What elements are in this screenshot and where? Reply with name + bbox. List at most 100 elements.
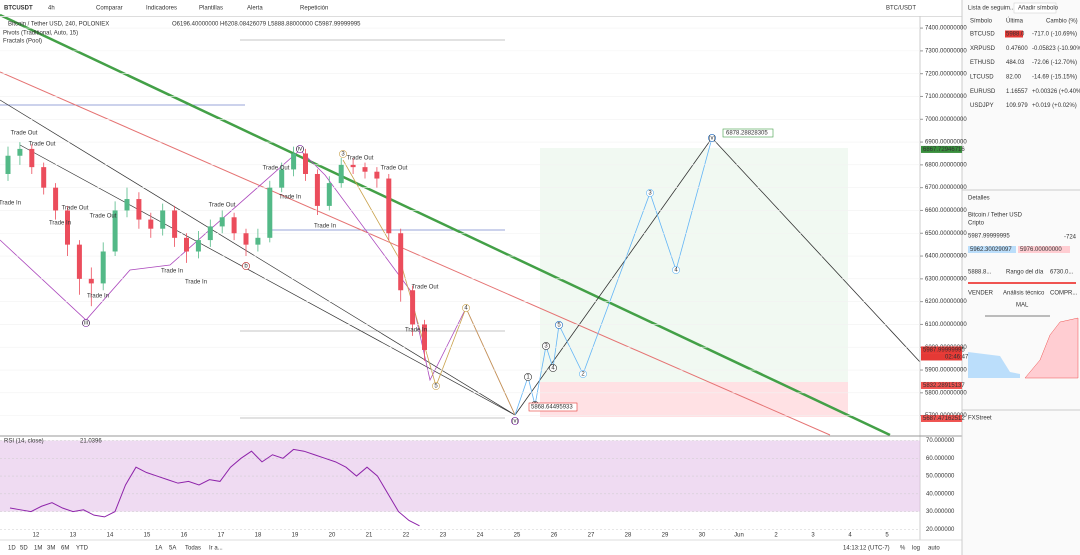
candle-body	[398, 233, 404, 291]
x-tick-label: 23	[440, 533, 447, 539]
trade-out-label: Trade Out	[412, 285, 439, 291]
legend-ohlc: O6196.40000000 H6208.08426079 L5888.8800…	[172, 22, 361, 28]
slider[interactable]	[985, 315, 1050, 317]
candle-body	[136, 199, 142, 220]
toolbar-item[interactable]: Alerta	[247, 6, 263, 12]
rsi-tick-label: 60.000000	[926, 456, 955, 462]
period-button[interactable]: YTD	[76, 546, 89, 552]
watch-last: 82.00	[1006, 74, 1022, 80]
stop-zone	[540, 382, 848, 417]
candle-body	[100, 251, 106, 284]
wave-label: (iv)	[296, 147, 304, 153]
period-button[interactable]: 1D	[8, 546, 16, 552]
toolbar-item[interactable]: Comparar	[96, 6, 123, 12]
add-symbol[interactable]: Añadir símbolo	[1018, 6, 1059, 12]
y-tick-label: 6800.00000000	[925, 162, 967, 168]
target-box	[528, 402, 578, 412]
wave-circle	[339, 150, 347, 158]
wave-circle	[296, 145, 304, 153]
candle-body	[350, 164, 356, 168]
period-button[interactable]: 5D	[20, 546, 28, 552]
rsi-tick-label: 50.000000	[926, 474, 955, 480]
period-button[interactable]: 5A	[169, 546, 176, 552]
price-marker	[921, 381, 962, 389]
wave-line	[514, 137, 713, 416]
candle-body	[410, 290, 416, 325]
candle-body	[267, 187, 273, 238]
watch-symbol[interactable]: EURUSD	[970, 89, 996, 95]
y-tick-label: 6500.00000000	[925, 231, 967, 237]
last-highlight	[1005, 30, 1023, 38]
wave-circle	[511, 417, 519, 425]
trade-in-label: Trade In	[185, 280, 207, 286]
price-marker	[921, 346, 962, 354]
countdown: 02:46:47	[945, 355, 969, 361]
period-button[interactable]: Todas	[185, 546, 201, 552]
rsi-tick-label: 40.000000	[926, 491, 955, 497]
x-tick-label: 12	[33, 533, 40, 539]
x-tick-label: 25	[514, 533, 521, 539]
wave-circle	[646, 189, 654, 197]
period-button[interactable]: 1M	[34, 546, 42, 552]
interval[interactable]: 4h	[48, 6, 55, 12]
wave-circle	[524, 373, 532, 381]
wave-label: 4	[551, 366, 555, 372]
toolbar-item[interactable]: Indicadores	[146, 6, 177, 12]
details-title: Detalles	[968, 196, 990, 202]
scale-option[interactable]: auto	[928, 546, 940, 552]
wave-line	[0, 149, 516, 416]
wave-label: 4	[464, 306, 468, 312]
watch-symbol[interactable]: ETHUSD	[970, 60, 995, 66]
range-bar	[968, 282, 1076, 284]
watch-change: -717.0 (-10.69%)	[1032, 32, 1077, 38]
column-header: Última	[1006, 18, 1024, 25]
rsi-value: 21.0396	[80, 439, 102, 445]
y-tick-label: 6300.00000000	[925, 276, 967, 282]
watch-symbol[interactable]: USDJPY	[970, 103, 994, 109]
x-tick-label: 24	[477, 533, 484, 539]
candle-body	[207, 226, 213, 241]
candle-body	[29, 148, 35, 168]
watch-symbol[interactable]: BTCUSD	[970, 32, 995, 38]
wave-circle	[555, 321, 563, 329]
toolbar-item[interactable]: Repetición	[300, 6, 328, 12]
candle-body	[374, 171, 380, 179]
scale-option[interactable]: %	[900, 546, 906, 552]
candle-body	[243, 233, 249, 245]
period-button[interactable]: 1A	[155, 546, 162, 552]
buy-label[interactable]: COMPR...	[1050, 291, 1078, 297]
candle-body	[184, 237, 189, 252]
candle-body	[195, 240, 201, 252]
candle-body	[160, 210, 166, 229]
period-button[interactable]: 3M	[47, 546, 55, 552]
wave-circle	[549, 364, 557, 372]
trade-out-label: Trade Out	[11, 131, 38, 137]
day-low: 5888.8...	[968, 270, 992, 276]
price-marker-label: 5687.47162512	[923, 416, 965, 422]
y-tick-label: 5800.00000000	[925, 390, 967, 396]
wave-label: (iii)	[82, 321, 90, 327]
candle-body	[172, 210, 178, 238]
watch-symbol[interactable]: XRPUSD	[970, 46, 996, 52]
details-name: Bitcoin / Tether USD	[968, 213, 1023, 219]
candle-body	[291, 153, 297, 170]
watch-symbol[interactable]: LTCUSD	[970, 74, 994, 80]
trend-line	[0, 71, 831, 436]
period-button[interactable]: Ir a...	[209, 546, 223, 552]
trade-in-label: Trade In	[161, 269, 183, 275]
symbol-search[interactable]: BTCUSDT	[4, 6, 33, 12]
watchlist-title: Lista de seguim...	[968, 6, 1015, 12]
price-marker	[921, 414, 962, 422]
period-button[interactable]: 6M	[61, 546, 69, 552]
x-tick-label: 4	[848, 533, 852, 539]
sell-label[interactable]: VENDER	[968, 291, 994, 297]
indicator-legend: Pivots (Traditional, Auto, 15)	[3, 31, 78, 37]
symbol-selector[interactable]: BTC/USDT	[886, 6, 916, 12]
target-box	[722, 128, 774, 138]
scale-option[interactable]: log	[912, 546, 920, 552]
candle-body	[386, 178, 392, 234]
toolbar-item[interactable]: Plantillas	[199, 6, 223, 12]
candle-body	[148, 219, 154, 229]
candle-body	[314, 173, 320, 206]
